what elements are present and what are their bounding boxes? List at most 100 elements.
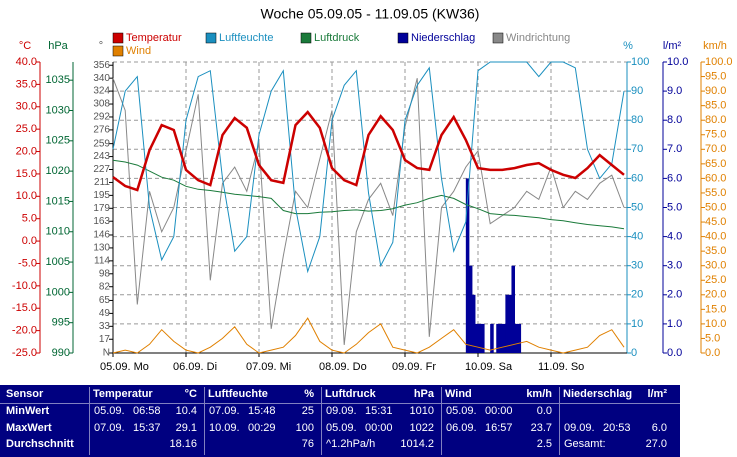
header-unit: l/m² — [647, 388, 667, 400]
y-tick-label: N — [103, 348, 110, 359]
y-tick-label: -25.0 — [12, 347, 37, 359]
y-tick-label: 30.0 — [705, 260, 726, 272]
y-tick-label: 98 — [99, 268, 111, 279]
y-tick-label: -5.0 — [18, 257, 37, 269]
y-tick-label: 163 — [93, 216, 110, 227]
y-tick-label: 65.0 — [705, 158, 726, 170]
axis-label: ° — [99, 40, 103, 52]
axis-label: hPa — [48, 40, 68, 52]
y-tick-label: 227 — [93, 164, 110, 175]
header-cell: Temperatur — [93, 388, 153, 400]
legend-label: Windrichtung — [506, 32, 570, 44]
cell-value: 18.16 — [169, 438, 197, 450]
header-cell: Niederschlag — [563, 388, 633, 400]
legend-label: Temperatur — [126, 32, 182, 44]
cell-time: 16:57 — [485, 422, 513, 434]
cell-value: 1010 — [409, 405, 434, 417]
cell-value: 2.5 — [536, 438, 552, 450]
legend-swatch — [397, 32, 409, 44]
legend-label: Luftfeuchte — [219, 32, 273, 44]
y-tick-label: 90.0 — [705, 85, 726, 97]
bar — [505, 294, 509, 353]
cell-value: 1014.2 — [400, 438, 434, 450]
y-tick-label: 55.0 — [705, 187, 726, 199]
cell-date: 09.09. — [564, 422, 595, 434]
y-tick-label: 60 — [631, 172, 643, 184]
y-tick-label: 130 — [93, 243, 110, 254]
bar — [496, 323, 500, 353]
legend-label: Luftdruck — [314, 32, 360, 44]
y-tick-label: 25.0 — [16, 123, 37, 135]
y-tick-label: 10 — [631, 318, 643, 330]
y-tick-label: 10.0 — [705, 318, 726, 330]
y-tick-label: 100.0 — [705, 56, 733, 68]
summary-table: Sensor Temperatur °C Luftfeuchte% Luftdruck h… — [0, 385, 680, 457]
y-tick-label: 60.0 — [705, 172, 726, 184]
y-tick-label: 1.0 — [667, 318, 682, 330]
y-tick-label: -20.0 — [12, 325, 37, 337]
legend-swatch — [492, 32, 504, 44]
y-tick-label: 20.0 — [705, 289, 726, 301]
y-tick-label: 75.0 — [705, 129, 726, 141]
y-tick-label: 1010 — [46, 226, 70, 238]
cell-time: 15:31 — [365, 405, 393, 417]
y-tick-label: 0.0 — [667, 347, 682, 359]
y-tick-label: 80.0 — [705, 114, 726, 126]
y-tick-label: 0.0 — [705, 347, 720, 359]
chart-title: Woche 05.09.05 - 11.09.05 (KW36) — [261, 6, 480, 22]
column-separator — [89, 387, 90, 455]
cell-time: 20:53 — [603, 422, 631, 434]
y-tick-label: 15.0 — [705, 303, 726, 315]
y-tick-label: 8.0 — [667, 114, 682, 126]
y-tick-label: 5.0 — [667, 201, 682, 213]
cell-value: 10.4 — [175, 405, 197, 417]
header-cell: Wind — [445, 388, 472, 400]
y-tick-label: 80 — [631, 114, 643, 126]
y-tick-label: 1000 — [46, 286, 70, 298]
cell-date: 09.09. — [326, 405, 357, 417]
legend-swatch — [205, 32, 217, 44]
series-line — [112, 61, 625, 274]
cell-value: 76 — [301, 438, 314, 450]
y-tick-label: 10.0 — [16, 190, 37, 202]
cell-value: 6.0 — [651, 422, 667, 434]
y-tick-label: 40.0 — [705, 231, 726, 243]
y-tick-label: 100 — [631, 56, 649, 68]
y-tick-label: 1020 — [46, 165, 70, 177]
header-cell: Luftfeuchte — [208, 388, 268, 400]
y-tick-label: 211 — [94, 177, 110, 188]
y-tick-label: 33 — [99, 321, 111, 332]
y-tick-label: 6.0 — [667, 172, 682, 184]
y-tick-label: 50 — [631, 201, 643, 213]
y-tick-label: 259 — [93, 138, 110, 149]
cell-date: 05.09. — [326, 422, 357, 434]
y-tick-label: -10.0 — [12, 280, 37, 292]
legend-swatch — [112, 32, 124, 44]
legend-label: Wind — [126, 45, 151, 57]
y-tick-label: 276 — [93, 125, 110, 136]
cell-value: 23.7 — [530, 422, 552, 434]
y-tick-label: 3.0 — [667, 260, 682, 272]
bar — [499, 323, 503, 353]
x-tick-label: 06.09. Di — [173, 361, 217, 373]
y-tick-label: 85.0 — [705, 100, 726, 112]
header-cell: Luftdruck — [325, 388, 376, 400]
y-tick-label: 179 — [93, 203, 110, 214]
bar — [514, 323, 519, 353]
axis-label: l/m² — [663, 40, 682, 52]
column-separator — [441, 387, 442, 455]
row-label: MinWert — [6, 405, 50, 417]
cell-time: 00:00 — [485, 405, 513, 417]
bar — [468, 265, 473, 353]
cell-value: 25 — [301, 405, 314, 417]
cell-value: 100 — [295, 422, 314, 434]
legend-label: Niederschlag — [411, 32, 475, 44]
y-tick-label: 4.0 — [667, 231, 682, 243]
y-tick-label: 82 — [99, 281, 111, 292]
cell-date: 07.09. — [209, 405, 240, 417]
y-tick-label: 40.0 — [16, 56, 37, 68]
y-tick-label: 70 — [631, 143, 643, 155]
series-line — [112, 78, 625, 345]
column-separator — [204, 387, 205, 455]
